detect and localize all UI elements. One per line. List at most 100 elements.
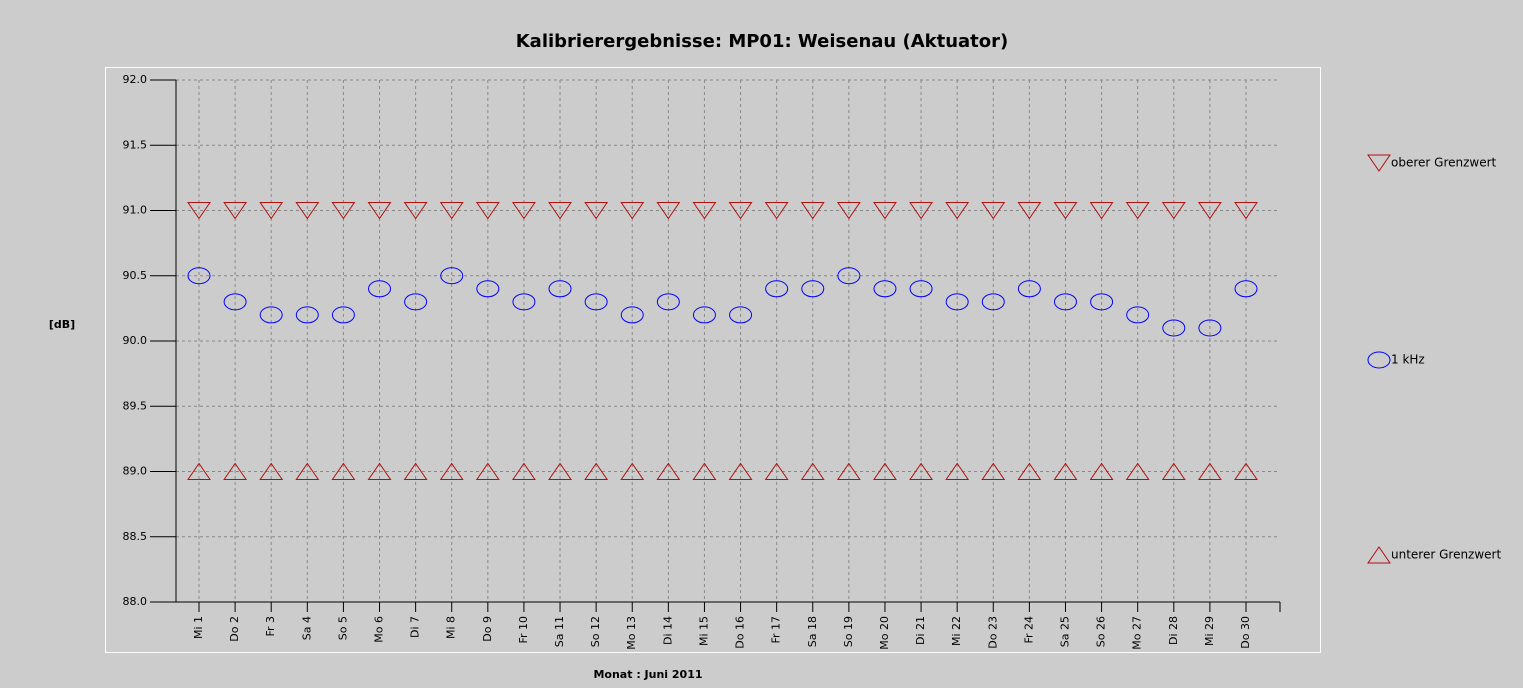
legend-label: 1 kHz xyxy=(1391,353,1425,367)
chart-title: Kalibrierergebnisse: MP01: Weisenau (Akt… xyxy=(516,31,1009,52)
x-tick-label: Mi 8 xyxy=(445,616,458,639)
marker xyxy=(367,462,392,480)
x-tick-label: Do 23 xyxy=(986,616,999,649)
x-tick-label: Sa 18 xyxy=(806,616,819,647)
marker xyxy=(259,202,284,220)
marker xyxy=(1017,462,1042,480)
marker xyxy=(295,306,319,324)
y-tick-label: 92.0 xyxy=(123,73,148,86)
marker xyxy=(801,280,825,298)
x-tick-label: Di 7 xyxy=(409,616,422,638)
marker xyxy=(187,202,211,220)
marker xyxy=(836,202,861,220)
legend-label: unterer Grenzwert xyxy=(1391,548,1501,562)
marker xyxy=(1053,293,1077,311)
marker xyxy=(909,280,933,298)
marker xyxy=(909,462,934,480)
marker xyxy=(1017,202,1042,220)
marker xyxy=(475,462,500,480)
marker xyxy=(1089,462,1114,480)
marker xyxy=(512,293,536,311)
marker xyxy=(692,306,716,324)
marker xyxy=(764,462,789,480)
marker xyxy=(1198,319,1222,337)
marker xyxy=(439,202,464,220)
marker xyxy=(1234,462,1258,480)
marker xyxy=(548,462,572,480)
marker xyxy=(331,202,356,220)
marker xyxy=(800,462,825,480)
x-tick-label: Mo 27 xyxy=(1131,616,1144,650)
marker xyxy=(1125,462,1150,480)
marker xyxy=(511,462,536,480)
marker xyxy=(223,293,247,311)
marker xyxy=(331,462,356,480)
x-tick-label: Do 9 xyxy=(481,616,494,642)
marker xyxy=(476,280,500,298)
x-tick-label: Do 30 xyxy=(1239,616,1252,649)
marker xyxy=(764,202,789,220)
marker xyxy=(475,202,500,220)
x-tick-label: Mi 22 xyxy=(950,616,963,646)
marker xyxy=(873,280,897,298)
x-tick-label: Sa 11 xyxy=(553,616,566,647)
marker xyxy=(187,267,211,285)
marker xyxy=(800,202,825,220)
y-tick-label: 90.5 xyxy=(123,269,148,282)
marker xyxy=(367,202,392,220)
marker xyxy=(295,462,320,480)
marker xyxy=(945,202,970,220)
x-tick-label: Fr 10 xyxy=(517,616,530,644)
marker xyxy=(1197,202,1222,220)
legend-label: oberer Grenzwert xyxy=(1391,156,1497,170)
legend-marker xyxy=(1367,154,1391,172)
marker xyxy=(584,462,609,480)
marker xyxy=(584,202,609,220)
marker xyxy=(259,306,283,324)
marker xyxy=(259,462,284,480)
marker xyxy=(1234,202,1258,220)
marker xyxy=(331,306,355,324)
x-tick-label: Sa 4 xyxy=(300,616,313,640)
legend-marker xyxy=(1367,546,1391,564)
marker xyxy=(1125,202,1150,220)
marker xyxy=(765,280,789,298)
marker xyxy=(584,293,608,311)
marker xyxy=(945,462,970,480)
marker xyxy=(187,462,211,480)
marker xyxy=(1161,202,1186,220)
x-tick-label: Mi 15 xyxy=(697,616,710,646)
x-tick-label: Di 28 xyxy=(1167,616,1180,645)
y-tick-label: 89.0 xyxy=(123,465,148,478)
x-tick-label: Sa 25 xyxy=(1058,616,1071,647)
x-tick-label: So 12 xyxy=(589,616,602,647)
x-tick-label: Mi 1 xyxy=(192,616,205,639)
marker xyxy=(981,293,1005,311)
y-tick-label: 88.5 xyxy=(123,530,148,543)
marker xyxy=(1053,462,1078,480)
y-tick-label: 91.5 xyxy=(123,138,148,151)
y-tick-label: 91.0 xyxy=(123,204,148,217)
x-tick-label: Fr 17 xyxy=(770,616,783,644)
marker xyxy=(728,202,753,220)
marker xyxy=(692,202,717,220)
marker xyxy=(548,280,572,298)
marker xyxy=(403,462,428,480)
marker xyxy=(620,462,645,480)
marker xyxy=(873,462,897,480)
marker xyxy=(728,462,753,480)
x-tick-label: Mi 29 xyxy=(1203,616,1216,646)
y-tick-label: 90.0 xyxy=(123,334,148,347)
x-tick-label: Mo 13 xyxy=(625,616,638,650)
marker xyxy=(836,462,861,480)
marker xyxy=(656,293,680,311)
marker xyxy=(1197,462,1222,480)
marker xyxy=(1234,280,1258,298)
x-tick-label: Do 16 xyxy=(734,616,747,649)
marker xyxy=(729,306,753,324)
marker xyxy=(1162,319,1186,337)
marker xyxy=(873,202,897,220)
legend-marker xyxy=(1367,351,1391,369)
marker xyxy=(1089,202,1114,220)
